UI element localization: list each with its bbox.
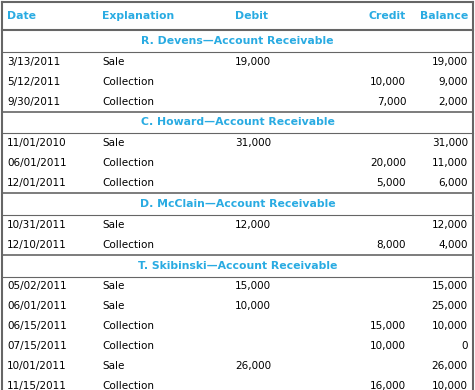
Text: Balance: Balance — [419, 11, 468, 21]
Text: T. Skibinski—Account Receivable: T. Skibinski—Account Receivable — [138, 261, 337, 271]
Text: Sale: Sale — [102, 138, 124, 148]
Text: Explanation: Explanation — [102, 11, 174, 21]
Text: 10,000: 10,000 — [432, 381, 468, 390]
Text: 12,000: 12,000 — [432, 220, 468, 230]
Text: 05/02/2011: 05/02/2011 — [7, 282, 67, 291]
Text: 15,000: 15,000 — [432, 282, 468, 291]
Text: 20,000: 20,000 — [370, 158, 406, 168]
Text: 06/01/2011: 06/01/2011 — [7, 158, 67, 168]
Text: Sale: Sale — [102, 282, 124, 291]
Text: 26,000: 26,000 — [432, 361, 468, 371]
Text: 06/01/2011: 06/01/2011 — [7, 301, 67, 311]
Text: Collection: Collection — [102, 240, 154, 250]
Text: 7,000: 7,000 — [377, 97, 406, 106]
Text: Collection: Collection — [102, 77, 154, 87]
Text: 2,000: 2,000 — [438, 97, 468, 106]
Text: Collection: Collection — [102, 97, 154, 106]
Text: 15,000: 15,000 — [235, 282, 271, 291]
Text: 9/30/2011: 9/30/2011 — [7, 97, 60, 106]
Text: 10/01/2011: 10/01/2011 — [7, 361, 67, 371]
Text: 26,000: 26,000 — [235, 361, 271, 371]
Text: Collection: Collection — [102, 381, 154, 390]
Text: 31,000: 31,000 — [235, 138, 271, 148]
Text: C. Howard—Account Receivable: C. Howard—Account Receivable — [141, 117, 334, 128]
Text: D. McClain—Account Receivable: D. McClain—Account Receivable — [140, 199, 335, 209]
Text: 31,000: 31,000 — [432, 138, 468, 148]
Text: 10,000: 10,000 — [370, 341, 406, 351]
Text: 12/01/2011: 12/01/2011 — [7, 178, 67, 188]
Text: 16,000: 16,000 — [370, 381, 406, 390]
Text: 11/15/2011: 11/15/2011 — [7, 381, 67, 390]
Text: Sale: Sale — [102, 57, 124, 67]
Text: Date: Date — [7, 11, 36, 21]
Text: 07/15/2011: 07/15/2011 — [7, 341, 67, 351]
Text: 19,000: 19,000 — [432, 57, 468, 67]
Text: 6,000: 6,000 — [438, 178, 468, 188]
Text: 12,000: 12,000 — [235, 220, 271, 230]
Text: 0: 0 — [461, 341, 468, 351]
Text: R. Devens—Account Receivable: R. Devens—Account Receivable — [141, 36, 334, 46]
Text: 12/10/2011: 12/10/2011 — [7, 240, 67, 250]
Text: 19,000: 19,000 — [235, 57, 271, 67]
Text: 15,000: 15,000 — [370, 321, 406, 331]
Text: 5,000: 5,000 — [377, 178, 406, 188]
Text: 10,000: 10,000 — [432, 321, 468, 331]
Text: 4,000: 4,000 — [438, 240, 468, 250]
Text: Sale: Sale — [102, 301, 124, 311]
Text: 8,000: 8,000 — [377, 240, 406, 250]
Text: Sale: Sale — [102, 361, 124, 371]
Text: Collection: Collection — [102, 321, 154, 331]
Text: Collection: Collection — [102, 341, 154, 351]
Text: Debit: Debit — [235, 11, 268, 21]
Text: 5/12/2011: 5/12/2011 — [7, 77, 60, 87]
Text: 10,000: 10,000 — [370, 77, 406, 87]
Text: 9,000: 9,000 — [438, 77, 468, 87]
Text: 11,000: 11,000 — [432, 158, 468, 168]
Text: Collection: Collection — [102, 158, 154, 168]
Text: 06/15/2011: 06/15/2011 — [7, 321, 67, 331]
Text: Credit: Credit — [369, 11, 406, 21]
Text: Collection: Collection — [102, 178, 154, 188]
Text: Sale: Sale — [102, 220, 124, 230]
Text: 10/31/2011: 10/31/2011 — [7, 220, 67, 230]
Text: 3/13/2011: 3/13/2011 — [7, 57, 60, 67]
Text: 10,000: 10,000 — [235, 301, 271, 311]
Text: 11/01/2010: 11/01/2010 — [7, 138, 67, 148]
Text: 25,000: 25,000 — [432, 301, 468, 311]
